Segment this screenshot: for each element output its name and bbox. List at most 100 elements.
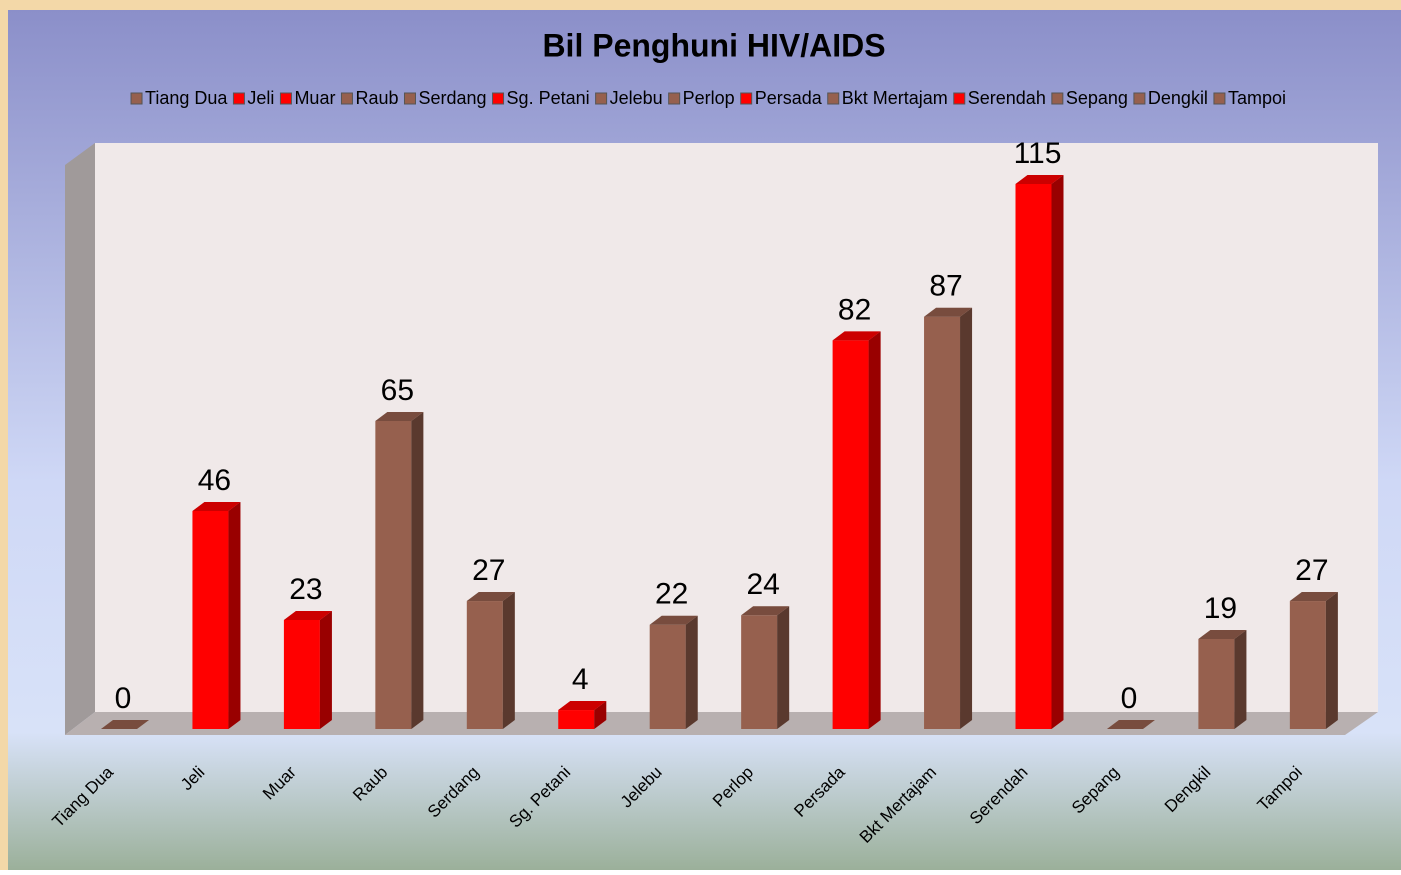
bar-top-shade xyxy=(558,701,607,711)
bar-top-shade xyxy=(924,307,973,317)
bar-side xyxy=(777,606,790,729)
bar-top xyxy=(192,502,241,511)
legend-label: Serendah xyxy=(968,88,1046,108)
legend-label: Persada xyxy=(755,88,823,108)
legend-swatch xyxy=(130,92,143,105)
bar xyxy=(192,502,241,729)
legend-swatch xyxy=(595,92,608,105)
bar-front xyxy=(283,620,320,729)
bar-front xyxy=(1289,601,1326,729)
bar-side-shade xyxy=(1051,175,1064,729)
bar-side xyxy=(594,701,607,729)
bar-top-shade xyxy=(283,611,332,620)
bar-top-shade xyxy=(1106,720,1155,729)
chart-title: Bil Penghuni HIV/AIDS xyxy=(542,27,885,63)
bar-side-shade xyxy=(319,611,332,729)
bar-top xyxy=(1289,592,1338,602)
bar xyxy=(1289,592,1338,729)
bar xyxy=(101,720,149,729)
data-label: 82 xyxy=(838,293,871,326)
bar xyxy=(558,701,607,729)
bar-top-shade xyxy=(649,615,698,625)
legend-swatch xyxy=(340,92,353,105)
data-label: 27 xyxy=(1295,554,1328,587)
legend-swatch xyxy=(1051,92,1064,105)
bar-front xyxy=(192,511,229,729)
bar-top xyxy=(558,701,607,711)
floor xyxy=(65,712,1378,735)
bar-front xyxy=(832,340,869,729)
bar-side-shade xyxy=(1234,629,1247,729)
legend-swatch xyxy=(953,92,966,105)
bar-top xyxy=(741,606,790,616)
bar-top xyxy=(924,307,973,317)
bar-side-shade xyxy=(868,331,881,729)
bar-front xyxy=(924,316,961,729)
bar xyxy=(741,606,790,729)
bar-side-shade xyxy=(685,615,698,729)
bar-top-shade xyxy=(466,592,515,602)
legend-label: Serdang xyxy=(418,88,486,108)
bar-front xyxy=(741,615,778,729)
bar-side-shade xyxy=(502,592,515,729)
bar-top xyxy=(1106,720,1155,729)
bar xyxy=(283,611,332,729)
bar-top xyxy=(832,331,881,341)
bar-top xyxy=(466,592,515,602)
bar-side-shade xyxy=(1325,592,1338,729)
bar-side-shade xyxy=(411,411,424,729)
bar-side xyxy=(960,307,973,729)
bar-top xyxy=(1198,629,1247,639)
legend-swatch xyxy=(232,92,245,105)
data-label: 0 xyxy=(1121,682,1138,715)
legend-swatch xyxy=(827,92,840,105)
bar xyxy=(466,592,515,729)
bar xyxy=(649,615,698,729)
data-label: 27 xyxy=(472,554,505,587)
bar xyxy=(1198,629,1247,729)
bar xyxy=(924,307,973,729)
bar-top-shade xyxy=(741,606,790,616)
legend-swatch xyxy=(279,92,292,105)
legend-label: Tampoi xyxy=(1228,88,1286,108)
data-label: 65 xyxy=(381,374,414,407)
data-label: 115 xyxy=(1014,137,1062,170)
legend-label: Jelebu xyxy=(610,88,663,108)
bar-front xyxy=(558,710,595,729)
data-label: 4 xyxy=(572,663,589,696)
bar-top-shade xyxy=(101,720,149,729)
bar-front xyxy=(1015,184,1052,729)
bar-side xyxy=(502,592,515,729)
legend-label: Bkt Mertajam xyxy=(842,88,948,108)
legend-label: Raub xyxy=(355,88,398,108)
legend-label: Dengkil xyxy=(1148,88,1208,108)
data-label: 0 xyxy=(115,682,132,715)
bar-front xyxy=(466,601,503,729)
bar-side xyxy=(411,411,424,729)
legend: Tiang Dua Jeli Muar Raub Serdang Sg. Petani Je… xyxy=(130,88,1286,108)
data-label: 87 xyxy=(929,270,962,303)
legend-swatch xyxy=(1133,92,1146,105)
legend-swatch xyxy=(668,92,681,105)
bar-top-shade xyxy=(832,331,881,341)
legend-label: Jeli xyxy=(247,88,274,108)
legend-swatch xyxy=(1213,92,1226,105)
legend-label: Tiang Dua xyxy=(145,88,228,108)
data-label: 23 xyxy=(289,573,322,606)
bar-top-shade xyxy=(192,502,241,511)
side-wall xyxy=(65,143,95,735)
data-label: 19 xyxy=(1204,592,1237,625)
bar-side-shade xyxy=(594,701,607,729)
bar-side xyxy=(1234,629,1247,729)
bar-side-shade xyxy=(777,606,790,729)
legend-swatch xyxy=(492,92,505,105)
bar-front xyxy=(649,624,686,729)
bar-side xyxy=(1051,175,1064,729)
bar-front xyxy=(1198,638,1235,729)
data-label: 24 xyxy=(746,568,779,601)
legend-swatch xyxy=(740,92,753,105)
bar-side xyxy=(319,611,332,729)
bar-side-shade xyxy=(960,307,973,729)
bar-side xyxy=(1325,592,1338,729)
